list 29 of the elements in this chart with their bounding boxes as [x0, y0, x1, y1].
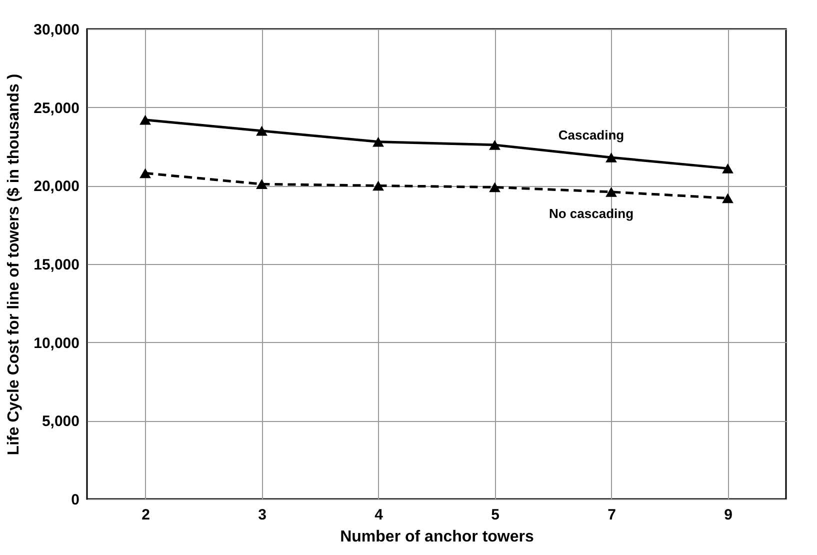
point	[372, 136, 384, 147]
point	[372, 180, 384, 191]
point	[140, 168, 151, 178]
y-tick-label: 25,000	[34, 100, 80, 117]
point	[722, 193, 734, 204]
point	[489, 182, 500, 192]
x-tick-label: 9	[724, 506, 732, 524]
y-tick-label: 20,000	[34, 178, 80, 196]
x-tick-label: 2	[142, 506, 150, 524]
x-tick-label: 3	[258, 506, 266, 524]
y-tick-label: 0	[71, 492, 80, 508]
y-tick-label: 10,000	[34, 334, 80, 352]
y-axis-title: Life Cycle Cost for line of towers ($ in thousands )	[6, 74, 23, 456]
point	[722, 163, 734, 174]
point	[140, 114, 151, 125]
x-tick-label: 5	[491, 506, 500, 524]
point	[256, 179, 268, 190]
x-tick-label: 4	[374, 506, 384, 524]
x-axis-title: Number of anchor towers	[340, 528, 534, 546]
point	[489, 140, 500, 150]
point	[606, 186, 617, 197]
y-tick-label: 30,000	[34, 22, 80, 38]
series-label: Cascading	[558, 127, 624, 142]
point	[256, 126, 268, 136]
y-tick-label: 5,000	[42, 413, 80, 430]
series-label: No cascading	[548, 206, 634, 221]
y-tick-label: 15,000	[34, 256, 80, 274]
point	[606, 152, 617, 162]
x-tick-label: 7	[608, 506, 616, 524]
